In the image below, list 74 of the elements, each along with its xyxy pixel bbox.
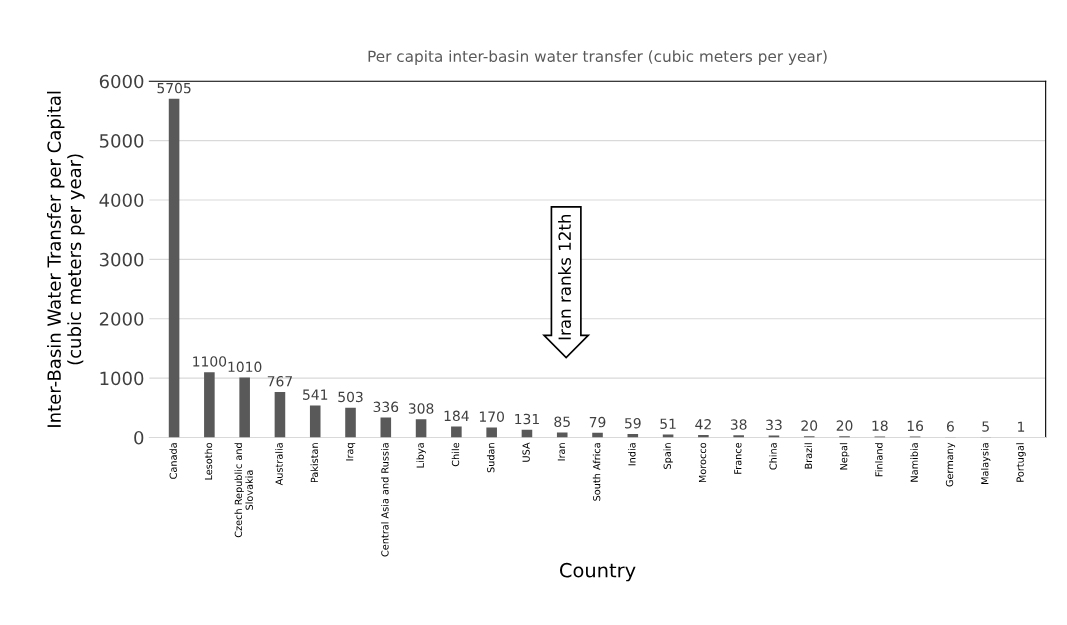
bar <box>380 417 392 438</box>
x-tick-label: Portugal <box>1016 443 1026 482</box>
data-label: 1100 <box>193 356 227 367</box>
x-tick-label: USA <box>522 442 530 462</box>
bar <box>556 432 568 438</box>
x-tick-label: Sudan <box>486 443 495 473</box>
bar <box>345 407 356 438</box>
annotation: Iran ranks 12th <box>558 214 571 340</box>
bar <box>274 391 286 438</box>
data-label: 79 <box>589 416 606 428</box>
y-tick-label: 5000 <box>99 134 144 148</box>
bar <box>451 426 462 438</box>
data-label: 5705 <box>157 82 191 94</box>
bar <box>415 419 427 438</box>
data-label: 1010 <box>228 361 262 373</box>
data-label: 59 <box>625 418 641 429</box>
bar <box>239 377 250 438</box>
y-tick-label: 3000 <box>99 252 144 267</box>
x-tick-label: Brazil <box>804 443 813 469</box>
bar <box>309 405 321 438</box>
data-label: 308 <box>408 403 434 414</box>
x-tick-label: Australia <box>275 443 283 486</box>
chart-title: Per capita inter-basin water transfer (cubic meters per year) <box>368 50 827 65</box>
data-label: 1 <box>1018 421 1025 432</box>
data-label: 184 <box>444 410 469 422</box>
data-label: 85 <box>554 416 570 427</box>
data-label: 336 <box>373 401 399 413</box>
data-label: 20 <box>801 420 818 431</box>
bar <box>733 435 744 438</box>
data-label: 5 <box>982 421 989 432</box>
data-label: 170 <box>479 411 504 422</box>
y-tick-label: 2000 <box>99 312 144 326</box>
x-tick-label: Morocco <box>698 442 707 483</box>
x-tick-label: Czech Republic and Slovakia <box>234 443 253 538</box>
data-label: 16 <box>907 420 924 432</box>
x-tick-label: Namibia <box>910 443 918 482</box>
data-label: 503 <box>338 391 363 403</box>
y-tick-label: 1000 <box>100 371 144 386</box>
x-tick-label: Spain <box>663 443 673 469</box>
data-label: 767 <box>267 375 293 387</box>
x-tick-label: Central Asia and Russia <box>381 443 389 557</box>
y-tick-label: 4000 <box>99 193 144 208</box>
bar <box>204 372 215 438</box>
x-tick-label: South Africa <box>592 443 601 501</box>
x-tick-label: Malaysia <box>980 443 991 484</box>
data-label: 33 <box>766 419 782 431</box>
data-label: 541 <box>303 389 328 400</box>
bar <box>168 98 180 438</box>
data-label: 42 <box>695 419 711 430</box>
data-label: 131 <box>515 413 539 425</box>
x-tick-label: Nepal <box>839 443 850 470</box>
x-tick-label: France <box>734 442 742 474</box>
x-tick-label: Iraq <box>346 443 356 461</box>
bar <box>662 434 674 438</box>
data-label: 20 <box>836 420 853 431</box>
y-axis-title: Inter-Basin Water Transfer per Capital (cubic meters per year) <box>46 91 85 427</box>
data-label: 38 <box>730 419 747 430</box>
data-label: 6 <box>946 421 954 432</box>
x-axis-title: Country <box>559 562 636 582</box>
x-tick-label: India <box>628 443 636 466</box>
x-tick-label: Lesotho <box>204 442 213 480</box>
x-tick-label: Iran <box>557 443 566 461</box>
x-tick-label: Germany <box>945 442 956 487</box>
y-tick-label: 6000 <box>99 74 144 89</box>
data-label: 51 <box>660 418 676 429</box>
data-label: 18 <box>872 420 888 431</box>
x-tick-label: Canada <box>169 443 177 479</box>
x-tick-label: Chile <box>451 442 460 467</box>
x-tick-label: China <box>769 443 777 470</box>
x-tick-label: Libya <box>416 443 426 468</box>
x-tick-label: Pakistan <box>310 443 319 483</box>
x-tick-label: Finland <box>875 443 883 477</box>
bar <box>486 427 497 438</box>
y-tick-label: 0 <box>134 430 144 445</box>
